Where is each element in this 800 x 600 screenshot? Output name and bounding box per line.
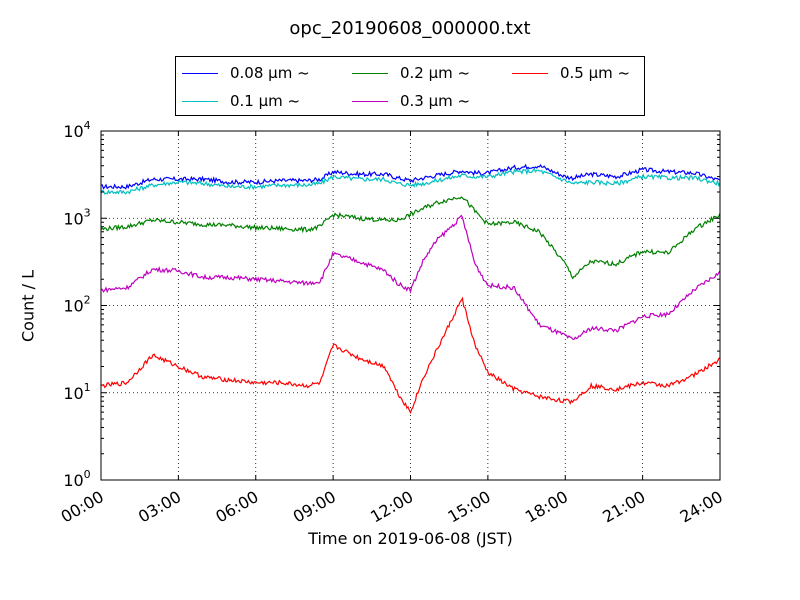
legend-label: 0.2 μm ~ [400, 64, 471, 82]
legend-label: 0.08 μm ~ [230, 64, 310, 82]
y-tick-label: 102 [63, 294, 90, 316]
y-tick-label: 100 [63, 468, 90, 490]
y-tick-label: 101 [63, 381, 90, 403]
x-tick-label: 18:00 [522, 487, 571, 527]
legend-swatch [352, 100, 388, 102]
x-tick-label: 03:00 [135, 487, 184, 527]
y-tick-label: 103 [63, 206, 90, 228]
chart-title: opc_20190608_000000.txt [289, 18, 531, 39]
plot-series [100, 163, 721, 415]
x-tick-label: 12:00 [367, 487, 416, 527]
legend: 0.08 μm ~ 0.1 μm ~ 0.2 μm ~ 0.3 μm ~ 0.5 μm … [175, 56, 645, 116]
x-tick-label: 21:00 [599, 487, 648, 527]
series-line-4 [100, 214, 721, 341]
x-tick-label: 09:00 [290, 487, 339, 527]
legend-entry: 0.3 μm ~ [352, 90, 470, 112]
series-line-2 [100, 167, 721, 195]
legend-label: 0.3 μm ~ [400, 92, 471, 110]
legend-label: 0.1 μm ~ [230, 92, 301, 110]
legend-entry: 0.1 μm ~ [182, 90, 300, 112]
legend-swatch [182, 100, 218, 102]
legend-swatch [512, 72, 548, 74]
series-line-3 [100, 196, 721, 280]
legend-swatch [352, 72, 388, 74]
series-line-5 [100, 296, 721, 415]
y-axis-label: Count / L [18, 270, 38, 342]
legend-entry: 0.5 μm ~ [512, 62, 630, 84]
x-tick-label: 15:00 [444, 487, 493, 527]
legend-entry: 0.08 μm ~ [182, 62, 310, 84]
series-line-1 [100, 163, 721, 190]
x-tick-label: 00:00 [58, 487, 107, 527]
x-tick-label: 24:00 [677, 487, 726, 527]
legend-label: 0.5 μm ~ [560, 64, 631, 82]
legend-swatch [182, 72, 218, 74]
y-tick-label: 104 [63, 119, 90, 141]
legend-entry: 0.2 μm ~ [352, 62, 470, 84]
x-axis-label: Time on 2019-06-08 (JST) [308, 529, 513, 548]
x-tick-label: 06:00 [212, 487, 261, 527]
